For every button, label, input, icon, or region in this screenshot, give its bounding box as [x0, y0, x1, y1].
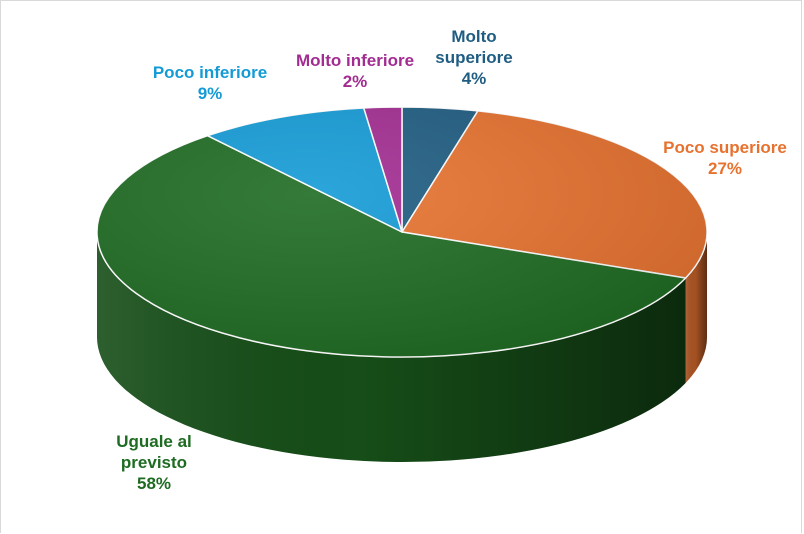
data-label-category: Molto inferiore — [296, 51, 414, 70]
data-label-percent: 4% — [462, 69, 487, 88]
data-label-poco-inferiore: Poco inferiore 9% — [153, 63, 267, 103]
data-label-percent: 9% — [198, 84, 223, 103]
data-label-poco-superiore: Poco superiore 27% — [663, 138, 787, 178]
pie-side-shade — [97, 232, 686, 463]
data-label-molto-inferiore: Molto inferiore 2% — [296, 51, 414, 91]
data-label-category: Poco inferiore — [153, 63, 267, 82]
data-label-uguale-al-previsto: Uguale al previsto 58% — [116, 432, 192, 493]
data-label-category: Uguale al — [116, 432, 192, 451]
data-label-percent: 27% — [708, 159, 742, 178]
data-label-category: Poco superiore — [663, 138, 787, 157]
data-label-molto-superiore: Molto superiore 4% — [435, 27, 512, 88]
data-label-percent: 58% — [137, 474, 171, 493]
pie-top-sheen — [97, 107, 707, 357]
data-label-category: superiore — [435, 48, 512, 67]
data-label-percent: 2% — [343, 72, 368, 91]
data-label-category: previsto — [121, 453, 187, 472]
data-label-category: Molto — [451, 27, 496, 46]
pie-labels: Molto superiore 4% Poco superiore 27% Uguale … — [116, 27, 787, 493]
pie-sides — [97, 232, 707, 463]
pie-slices — [96, 106, 708, 358]
pie-side-shade — [685, 232, 707, 384]
